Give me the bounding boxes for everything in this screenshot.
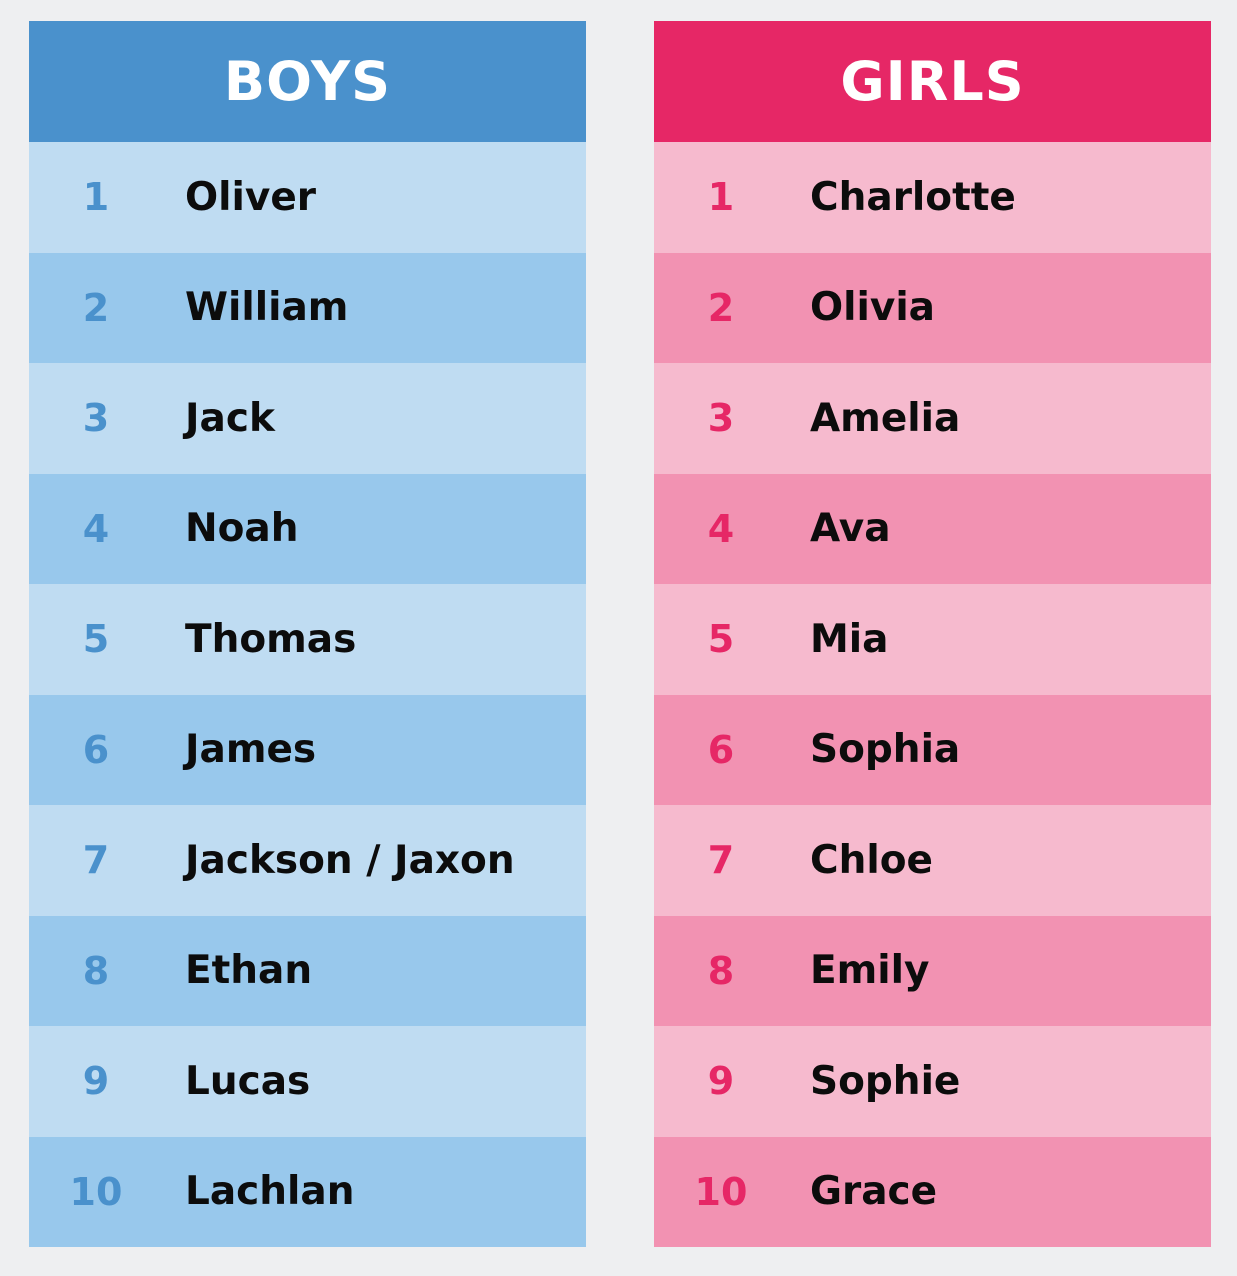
rank-number: 1 [707, 175, 735, 220]
rank-number: 9 [82, 1059, 110, 1104]
list-item: 4 Noah [29, 473, 586, 584]
rank-number: 9 [707, 1059, 735, 1104]
list-item: 8 Ethan [29, 915, 586, 1026]
rank-number: 8 [82, 948, 110, 993]
rank-number: 5 [82, 617, 110, 662]
girls-header: GIRLS [654, 21, 1211, 142]
baby-name: Lachlan [185, 1169, 355, 1215]
baby-name: Mia [810, 616, 889, 662]
baby-name: Amelia [810, 395, 961, 441]
rank-number: 2 [707, 285, 735, 330]
baby-name: Thomas [185, 616, 357, 662]
list-item: 3 Amelia [654, 363, 1211, 474]
list-item: 5 Mia [654, 584, 1211, 695]
baby-name: Jack [185, 395, 275, 441]
list-item: 2 Olivia [654, 252, 1211, 363]
list-item: 7 Jackson / Jaxon [29, 805, 586, 916]
list-item: 8 Emily [654, 915, 1211, 1026]
list-item: 9 Lucas [29, 1026, 586, 1137]
boys-panel: BOYS 1 Oliver 2 William 3 Jack 4 Noah 5 Thoma… [29, 21, 586, 1247]
girls-list: 1 Charlotte 2 Olivia 3 Amelia 4 Ava 5 Mia 6 So… [654, 142, 1211, 1247]
baby-name: James [185, 727, 317, 773]
list-item: 1 Charlotte [654, 142, 1211, 253]
rank-number: 10 [69, 1169, 123, 1214]
baby-name: William [185, 285, 349, 331]
list-item: 5 Thomas [29, 584, 586, 695]
rank-number: 4 [707, 506, 735, 551]
rank-number: 7 [707, 838, 735, 883]
list-item: 7 Chloe [654, 805, 1211, 916]
baby-name: Noah [185, 506, 299, 552]
rank-number: 1 [82, 175, 110, 220]
rank-number: 10 [694, 1169, 748, 1214]
baby-name: Sophie [810, 1058, 961, 1104]
rank-number: 2 [82, 285, 110, 330]
rank-number: 3 [707, 396, 735, 441]
list-item: 1 Oliver [29, 142, 586, 253]
baby-name: Emily [810, 948, 930, 994]
rank-number: 5 [707, 617, 735, 662]
baby-name: Ava [810, 506, 891, 552]
baby-name: Charlotte [810, 174, 1016, 220]
boys-list: 1 Oliver 2 William 3 Jack 4 Noah 5 Thomas 6 Ja… [29, 142, 586, 1247]
list-item: 10 Lachlan [29, 1136, 586, 1247]
list-item: 9 Sophie [654, 1026, 1211, 1137]
list-item: 10 Grace [654, 1136, 1211, 1247]
baby-name: Ethan [185, 948, 313, 994]
baby-name: Chloe [810, 837, 933, 883]
baby-name: Olivia [810, 285, 935, 331]
baby-name: Oliver [185, 174, 316, 220]
girls-panel: GIRLS 1 Charlotte 2 Olivia 3 Amelia 4 Ava 5 M… [654, 21, 1211, 1247]
rank-number: 7 [82, 838, 110, 883]
list-item: 2 William [29, 252, 586, 363]
rank-number: 6 [707, 727, 735, 772]
list-item: 6 Sophia [654, 694, 1211, 805]
boys-header: BOYS [29, 21, 586, 142]
list-item: 4 Ava [654, 473, 1211, 584]
baby-name: Grace [810, 1169, 938, 1215]
rank-number: 3 [82, 396, 110, 441]
baby-name: Sophia [810, 727, 961, 773]
rank-number: 6 [82, 727, 110, 772]
list-item: 6 James [29, 694, 586, 805]
baby-name: Jackson / Jaxon [185, 837, 515, 883]
rank-number: 8 [707, 948, 735, 993]
rank-number: 4 [82, 506, 110, 551]
list-item: 3 Jack [29, 363, 586, 474]
baby-name: Lucas [185, 1058, 311, 1104]
